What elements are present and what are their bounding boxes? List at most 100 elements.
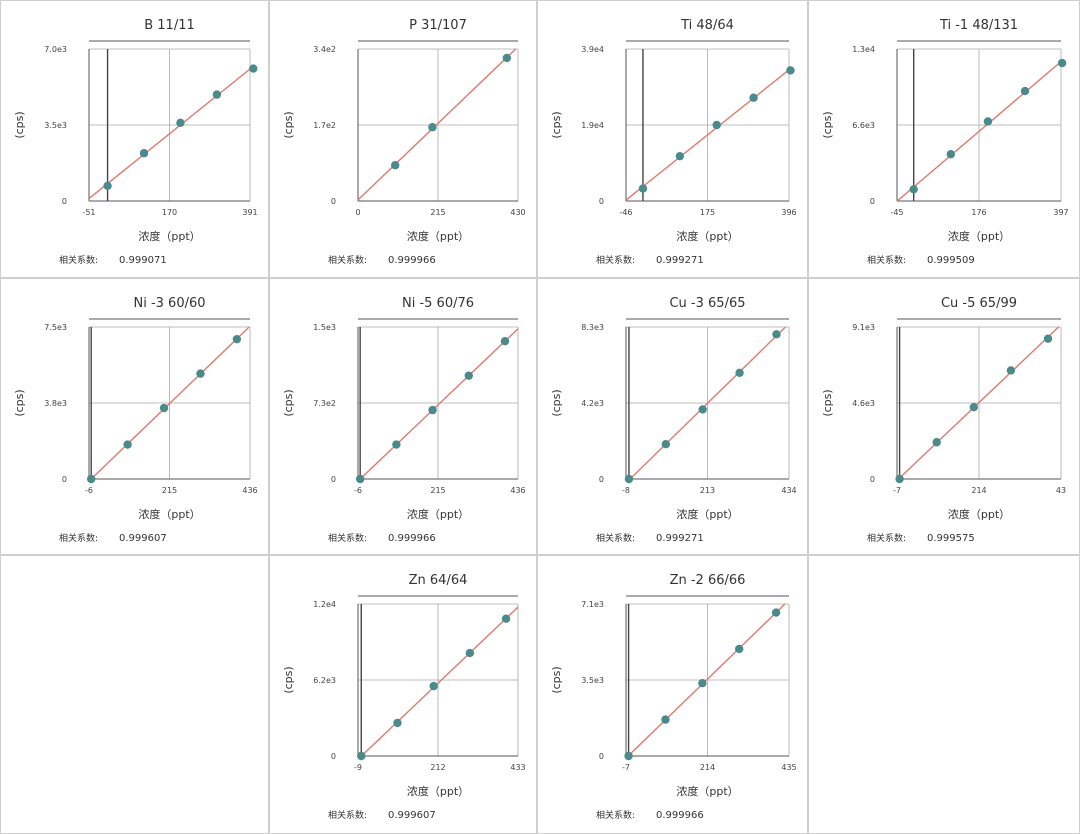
y-tick-label: 6.2e3 — [313, 676, 336, 685]
x-tick-label: -46 — [619, 208, 632, 217]
chart-svg: Ni -3 60/60 -6 215 436 0 3.8e3 7.5e3 (cps) 浓度（pp… — [13, 296, 258, 544]
correlation-value: 0.999607 — [388, 810, 436, 821]
x-tick-label: -9 — [354, 763, 362, 772]
chart-title: Ni -5 60/76 — [402, 296, 474, 311]
y-tick-label: 0 — [62, 197, 67, 206]
fit-line — [625, 69, 790, 201]
chart-panel: Cu -5 65/99 -7 214 43 0 4.6e3 9.1e3 (cps) 浓度（ppt… — [808, 278, 1080, 555]
chart-title: Ni -3 60/60 — [133, 296, 205, 311]
y-axis-label: (cps) — [550, 389, 563, 416]
chart-svg: Cu -3 65/65 -8 213 434 0 4.2e3 8.3e3 (cps) 浓度（pp… — [550, 296, 797, 544]
x-tick-label: 433 — [510, 763, 525, 772]
x-tick-label: 396 — [781, 208, 796, 217]
chart-panel: Ni -3 60/60 -6 215 436 0 3.8e3 7.5e3 (cps) 浓度（pp… — [0, 278, 269, 555]
data-point — [895, 474, 904, 484]
chart-title: Ti -1 48/131 — [939, 18, 1018, 33]
y-axis-label: (cps) — [282, 666, 295, 693]
correlation-label: 相关系数: — [867, 532, 906, 544]
y-tick-label: 1.9e4 — [581, 121, 604, 130]
y-tick-label: 4.2e3 — [581, 399, 604, 408]
data-point — [196, 369, 205, 378]
x-tick-label: 214 — [700, 763, 715, 772]
x-tick-label: 430 — [510, 208, 525, 217]
y-tick-label: 7.0e3 — [44, 45, 67, 54]
data-point — [86, 474, 96, 484]
data-point — [176, 118, 185, 128]
x-axis-label: 浓度（ppt） — [948, 229, 1010, 243]
y-tick-label: 0 — [870, 197, 875, 206]
chart-panel: P 31/107 0 215 430 0 1.7e2 3.4e2 (cps) 浓度（ppt） 相关… — [269, 0, 537, 278]
x-axis-label: 浓度（ppt） — [407, 229, 469, 243]
x-axis-label: 浓度（ppt） — [407, 507, 469, 521]
empty-cell — [808, 555, 1080, 834]
fit-line — [357, 48, 517, 201]
data-point — [661, 440, 671, 449]
data-point — [232, 334, 242, 344]
y-tick-label: 0 — [599, 197, 604, 206]
correlation-value: 0.999271 — [656, 255, 704, 266]
x-tick-label: 43 — [1056, 486, 1066, 495]
data-point — [946, 150, 956, 159]
y-tick-label: 3.9e4 — [581, 45, 604, 54]
y-tick-label: 0 — [331, 475, 336, 484]
x-tick-label: 215 — [430, 486, 445, 495]
chart-svg: Ti -1 48/131 -45 176 397 0 6.6e3 1.3e4 (cps) 浓度（… — [821, 18, 1069, 266]
data-point — [661, 715, 670, 724]
correlation-value: 0.999509 — [927, 255, 975, 266]
chart-svg: Zn -2 66/66 -7 214 435 0 3.5e3 7.1e3 (cps) 浓度（pp… — [550, 573, 797, 821]
x-tick-label: -6 — [85, 486, 93, 495]
data-point — [624, 751, 633, 761]
data-point — [428, 123, 437, 132]
fit-line — [88, 68, 251, 200]
x-tick-label: -45 — [890, 208, 903, 217]
chart-svg: Cu -5 65/99 -7 214 43 0 4.6e3 9.1e3 (cps) 浓度（ppt… — [821, 296, 1066, 544]
y-tick-label: 7.5e3 — [44, 323, 67, 332]
y-tick-label: 4.6e3 — [852, 399, 875, 408]
correlation-label: 相关系数: — [328, 809, 367, 821]
chart-title: Zn 64/64 — [409, 573, 468, 588]
y-tick-label: 0 — [599, 475, 604, 484]
x-axis-label: 浓度（ppt） — [138, 229, 200, 243]
x-axis-label: 浓度（ppt） — [407, 784, 469, 798]
x-tick-label: 435 — [781, 763, 796, 772]
chart-panel: B 11/11 -51 170 391 0 3.5e3 7.0e3 (cps) 浓度（ppt） 相… — [0, 0, 269, 278]
y-tick-label: 0 — [599, 752, 604, 761]
y-tick-label: 7.3e2 — [313, 399, 336, 408]
correlation-label: 相关系数: — [867, 254, 906, 266]
data-point — [1020, 86, 1030, 96]
data-point — [139, 149, 149, 158]
y-axis-label: (cps) — [550, 666, 563, 693]
chart-svg: B 11/11 -51 170 391 0 3.5e3 7.0e3 (cps) 浓度（ppt） 相… — [13, 18, 258, 266]
data-point — [500, 336, 510, 346]
chart-panel: Zn 64/64 -9 212 433 0 6.2e3 1.2e4 (cps) 浓度（ppt） 相… — [269, 555, 537, 834]
y-tick-label: 1.2e4 — [313, 600, 336, 609]
chart-title: Cu -5 65/99 — [941, 296, 1017, 311]
data-point — [712, 120, 721, 130]
chart-svg: Ti 48/64 -46 175 396 0 1.9e4 3.9e4 (cps) 浓度（ppt）… — [550, 18, 797, 266]
data-point — [675, 151, 685, 161]
correlation-label: 相关系数: — [328, 532, 367, 544]
fit-line — [627, 603, 786, 757]
x-tick-label: 397 — [1053, 208, 1068, 217]
data-point — [501, 614, 511, 623]
x-axis-label: 浓度（ppt） — [676, 784, 738, 798]
data-point — [103, 181, 112, 190]
x-tick-label: 434 — [781, 486, 796, 495]
correlation-value: 0.999966 — [388, 533, 436, 544]
data-point — [357, 751, 366, 761]
x-axis-label: 浓度（ppt） — [676, 507, 738, 521]
y-tick-label: 3.5e3 — [44, 121, 67, 130]
fit-line — [361, 606, 519, 757]
data-point — [391, 161, 400, 170]
y-tick-label: 7.1e3 — [581, 600, 604, 609]
y-tick-label: 3.4e2 — [313, 45, 336, 54]
data-point — [932, 438, 941, 447]
y-axis-label: (cps) — [13, 111, 26, 138]
x-tick-label: 214 — [971, 486, 986, 495]
data-point — [735, 644, 744, 654]
data-point — [392, 440, 401, 449]
x-tick-label: 436 — [242, 486, 257, 495]
y-axis-label: (cps) — [13, 389, 26, 416]
x-tick-label: 215 — [162, 486, 177, 495]
chart-title: P 31/107 — [409, 18, 467, 33]
